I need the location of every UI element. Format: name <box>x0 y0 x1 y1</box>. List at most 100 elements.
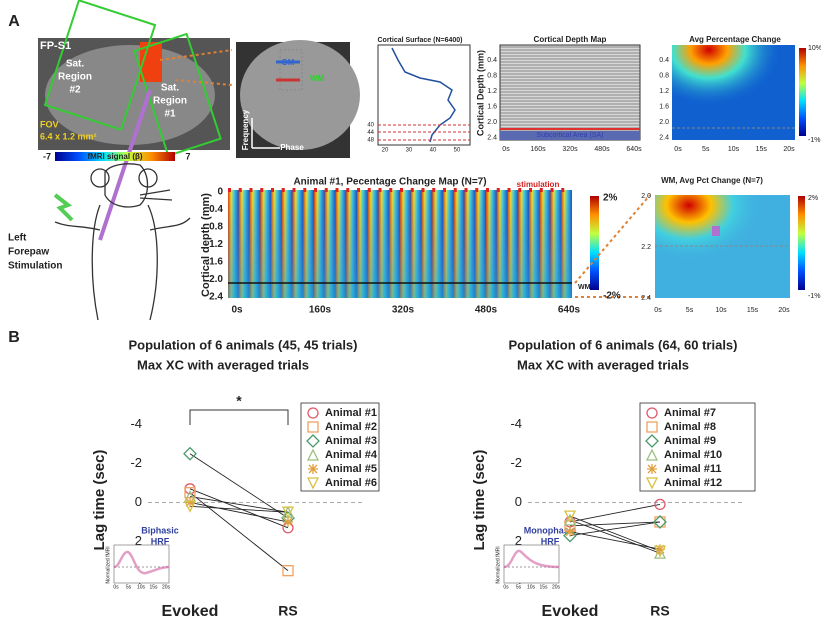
animal-map-shade <box>228 190 572 298</box>
tick-label: 1.2 <box>209 239 223 250</box>
marker <box>282 565 294 577</box>
marker <box>646 421 658 433</box>
legend-label: Animal #4 <box>325 449 378 461</box>
label: FOV <box>40 119 59 129</box>
label: Left <box>8 233 27 244</box>
connector <box>159 49 233 86</box>
marker <box>653 545 667 558</box>
depth-map <box>499 44 641 141</box>
legend-label: Animal #1 <box>325 407 377 419</box>
marker <box>653 515 667 529</box>
series-line <box>189 453 289 519</box>
roi-marker <box>712 226 720 236</box>
panel-label: B <box>8 329 20 346</box>
label: #2 <box>69 85 81 96</box>
tick-label: 20s <box>162 584 171 590</box>
colorbar <box>799 48 806 136</box>
label: HRF <box>541 536 560 546</box>
marker <box>306 434 320 448</box>
legend-label: Animal #5 <box>325 463 377 475</box>
marker <box>563 510 577 523</box>
stim-line <box>98 89 152 241</box>
label: WM <box>578 284 591 291</box>
legend-label: Animal #9 <box>664 435 716 447</box>
tick-label: 50 <box>454 148 461 154</box>
tick-label: 0.4 <box>487 57 497 64</box>
legend <box>639 402 756 492</box>
tick-label: 0.8 <box>487 72 497 79</box>
label: Subcortical Area (SA) <box>537 132 604 139</box>
label: Normalized fMRI <box>495 546 501 583</box>
tick-label: 10s <box>728 146 740 153</box>
legend-label: Animal #12 <box>664 477 722 489</box>
stim-bolt <box>53 193 74 222</box>
tick-label: 0s <box>231 305 243 316</box>
inset-hrf <box>113 550 170 575</box>
label: -2% <box>603 291 621 302</box>
label: Sat. <box>161 83 180 94</box>
marker <box>645 434 659 448</box>
legend-label: Animal #10 <box>664 449 722 461</box>
sat-region <box>133 32 222 157</box>
series-line <box>569 531 661 550</box>
chart-title: Population of 6 animals (45, 45 trials) <box>128 337 357 352</box>
tick-label: 480s <box>594 146 610 153</box>
label: -1% <box>808 293 820 300</box>
marker <box>183 446 197 461</box>
marker <box>185 497 195 508</box>
label: HRF <box>151 536 170 546</box>
chart-subtitle: Max XC with averaged trials <box>517 357 689 372</box>
series-line <box>189 505 289 513</box>
label: 10% <box>808 45 821 52</box>
marker <box>563 528 577 543</box>
label: 2% <box>808 195 818 202</box>
tick-label: 0 <box>217 187 223 198</box>
tick-label: 2.4 <box>487 134 497 141</box>
label: #1 <box>164 109 176 120</box>
tick-label: 48 <box>367 138 374 144</box>
marker <box>307 407 319 419</box>
mri-tissue <box>240 40 360 150</box>
tick-label: 1.6 <box>487 103 497 110</box>
label: Animal #1, Pecentage Change Map (N=7) <box>293 177 486 188</box>
legend-label: Animal #6 <box>325 477 377 489</box>
marker <box>183 500 197 513</box>
label: Normalized fMRI <box>105 546 111 583</box>
marker <box>654 498 666 511</box>
label: Cortical Depth (mm) <box>475 50 485 136</box>
marker <box>645 448 659 461</box>
tick-label: 160s <box>530 146 546 153</box>
tick-label: 5s <box>702 146 710 153</box>
tick-label: 5s <box>516 584 522 590</box>
panel-label: A <box>8 13 20 30</box>
tick-label: 2.0 <box>659 119 669 126</box>
tick-label: 20s <box>783 146 795 153</box>
label: Forepaw <box>8 247 49 258</box>
tick-label: 320s <box>392 305 415 316</box>
tick-label: 5s <box>686 307 694 314</box>
y-tick-label: -2 <box>510 455 522 470</box>
axes-arrows <box>251 118 280 149</box>
tick-label: 640s <box>558 305 581 316</box>
x-tick-label: RS <box>650 603 669 619</box>
marker <box>565 526 575 537</box>
tick-label: 20s <box>552 584 561 590</box>
label: -7 <box>43 151 51 161</box>
y-tick-label: 0 <box>515 494 522 509</box>
tick-label: 2.4 <box>209 292 223 303</box>
marker <box>655 544 665 555</box>
tick-label: 0.8 <box>209 222 223 233</box>
inset <box>113 544 170 584</box>
label: Cortical Surface (N=6400) <box>377 37 462 44</box>
series-line <box>189 496 289 513</box>
tick-label: 10s <box>137 584 146 590</box>
marker <box>563 513 577 526</box>
roi <box>279 49 303 91</box>
tick-label: 20s <box>778 307 790 314</box>
tick-label: 15s <box>539 584 548 590</box>
sa-region <box>500 131 640 140</box>
label: WM, Avg Pct Change (N=7) <box>661 176 763 185</box>
tick-label: 1.6 <box>659 103 669 110</box>
marker <box>653 546 667 559</box>
tick-label: 30 <box>406 148 413 154</box>
